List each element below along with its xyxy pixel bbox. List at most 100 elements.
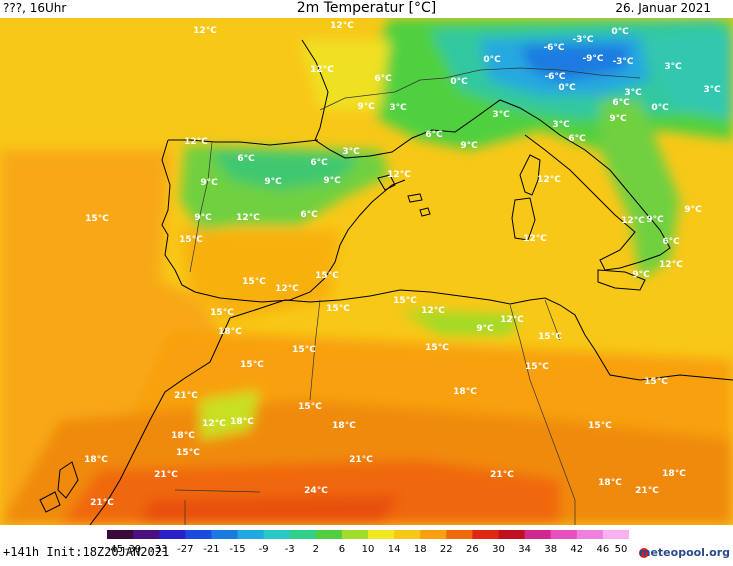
temperature-label: 6°C [300, 210, 318, 220]
temperature-label: 12°C [500, 315, 524, 325]
legend-swatch [289, 530, 317, 539]
map-title: 2m Temperatur [°C] [296, 0, 437, 16]
legend-swatch [315, 530, 343, 539]
legend-swatch [524, 530, 552, 539]
legend-tick-label: 42 [570, 544, 583, 555]
legend-swatch [498, 530, 526, 539]
temperature-label: 15°C [425, 343, 449, 353]
temperature-label: 9°C [476, 324, 494, 334]
temperature-label: 18°C [453, 387, 477, 397]
temperature-label: 18°C [662, 469, 686, 479]
legend-swatch [420, 530, 447, 539]
legend-swatch [576, 530, 604, 539]
legend-tick-label: -27 [177, 544, 193, 555]
temperature-label: -9°C [582, 54, 603, 64]
temperature-label: 9°C [609, 114, 627, 124]
temperature-label: 6°C [425, 130, 443, 140]
color-legend-bar [107, 530, 629, 539]
color-legend-ticks: -45 -39 -33 -27 -21 -15 -9 -3 2 6 10 14 18 22 26 30 34 38… [107, 544, 628, 555]
temperature-label: 18°C [332, 421, 356, 431]
legend-tick-label: -33 [151, 544, 167, 555]
temperature-label: 0°C [450, 77, 468, 87]
legend-tick-label: 10 [362, 544, 375, 555]
temperature-label: 24°C [304, 486, 328, 496]
temperature-label: 15°C [85, 214, 109, 224]
temperature-label: -6°C [544, 72, 565, 82]
temperature-label: 18°C [171, 431, 195, 441]
temperature-label: -3°C [572, 35, 593, 45]
temperature-label: 3°C [552, 120, 570, 130]
temperature-labels: 12°C 12°C12°C0°C-6°C-3°C0°C -9°C -3°C 3°C-6°… [84, 21, 721, 508]
temperature-label: 12°C [523, 234, 547, 244]
temperature-label: 12°C [202, 419, 226, 429]
temperature-label: 6°C [568, 134, 586, 144]
legend-tick-label: 50 [615, 544, 628, 555]
temperature-label: -6°C [543, 43, 564, 53]
temperature-label: 15°C [292, 345, 316, 355]
temperature-label: 12°C [236, 213, 260, 223]
temperature-label: 15°C [210, 308, 234, 318]
forecast-hour: +141h [3, 545, 40, 559]
temperature-label: 9°C [200, 178, 218, 188]
legend-swatch [446, 530, 473, 539]
legend-swatch [550, 530, 578, 539]
temperature-label: 3°C [624, 88, 642, 98]
temperature-label: 12°C [330, 21, 354, 31]
init-time: Init:18Z20JAN2021 [46, 545, 170, 559]
temperature-label: 21°C [635, 486, 659, 496]
temperature-label: 15°C [315, 271, 339, 281]
footer-run-info: +141h Init:18Z20JAN2021 [3, 545, 169, 559]
temperature-label: 15°C [393, 296, 417, 306]
temperature-label: 9°C [323, 176, 341, 186]
brand-logo-icon [639, 548, 649, 558]
temperature-label: 0°C [611, 27, 629, 37]
temperature-label: 15°C [538, 332, 562, 342]
legend-tick-label: -39 [125, 544, 141, 555]
temperature-label: 12°C [421, 306, 445, 316]
legend-swatch [602, 530, 629, 539]
legend-tick-label: 30 [492, 544, 505, 555]
temperature-label: 21°C [174, 391, 198, 401]
legend-tick-label: -15 [229, 544, 245, 555]
temperature-label: 3°C [664, 62, 682, 72]
temperature-label: 9°C [264, 177, 282, 187]
temperature-label: 3°C [703, 85, 721, 95]
legend-tick-label: -45 [107, 544, 123, 555]
temperature-label: 21°C [90, 498, 114, 508]
temperature-label: 3°C [492, 110, 510, 120]
forecast-date: 26. Januar 2021 [615, 1, 711, 15]
temperature-label: 9°C [632, 270, 650, 280]
temperature-label: 15°C [644, 377, 668, 387]
temperature-label: 6°C [612, 98, 630, 108]
temperature-label: 12°C [275, 284, 299, 294]
legend-tick-label: 46 [597, 544, 610, 555]
temperature-label: 18°C [598, 478, 622, 488]
temperature-label: 12°C [659, 260, 683, 270]
legend-tick-label: 6 [339, 544, 345, 555]
temperature-label: 0°C [483, 55, 501, 65]
temperature-label: 0°C [558, 83, 576, 93]
temperature-label: 15°C [179, 235, 203, 245]
temperature-label: 3°C [342, 147, 360, 157]
legend-swatch [341, 530, 369, 539]
brand-name[interactable]: meteopool.org [639, 546, 730, 559]
legend-swatch [263, 530, 291, 539]
temperature-label: 18°C [84, 455, 108, 465]
model-run-label: ???, 16Uhr [3, 1, 67, 15]
legend-tick-label: 38 [544, 544, 557, 555]
temperature-label: 15°C [326, 304, 350, 314]
temperature-label: 12°C [387, 170, 411, 180]
temperature-label: -3°C [612, 57, 633, 67]
temperature-label: 12°C [184, 137, 208, 147]
temperature-label: 18°C [230, 417, 254, 427]
legend-tick-label: 26 [466, 544, 479, 555]
country-borders [174, 67, 641, 525]
temperature-label: 6°C [237, 154, 255, 164]
temperature-label: 15°C [525, 362, 549, 372]
temperature-label: 12°C [310, 65, 334, 75]
legend-tick-label: 14 [388, 544, 401, 555]
temperature-label: 9°C [194, 213, 212, 223]
temperature-label: 12°C [621, 216, 645, 226]
legend-tick-label: 34 [518, 544, 531, 555]
